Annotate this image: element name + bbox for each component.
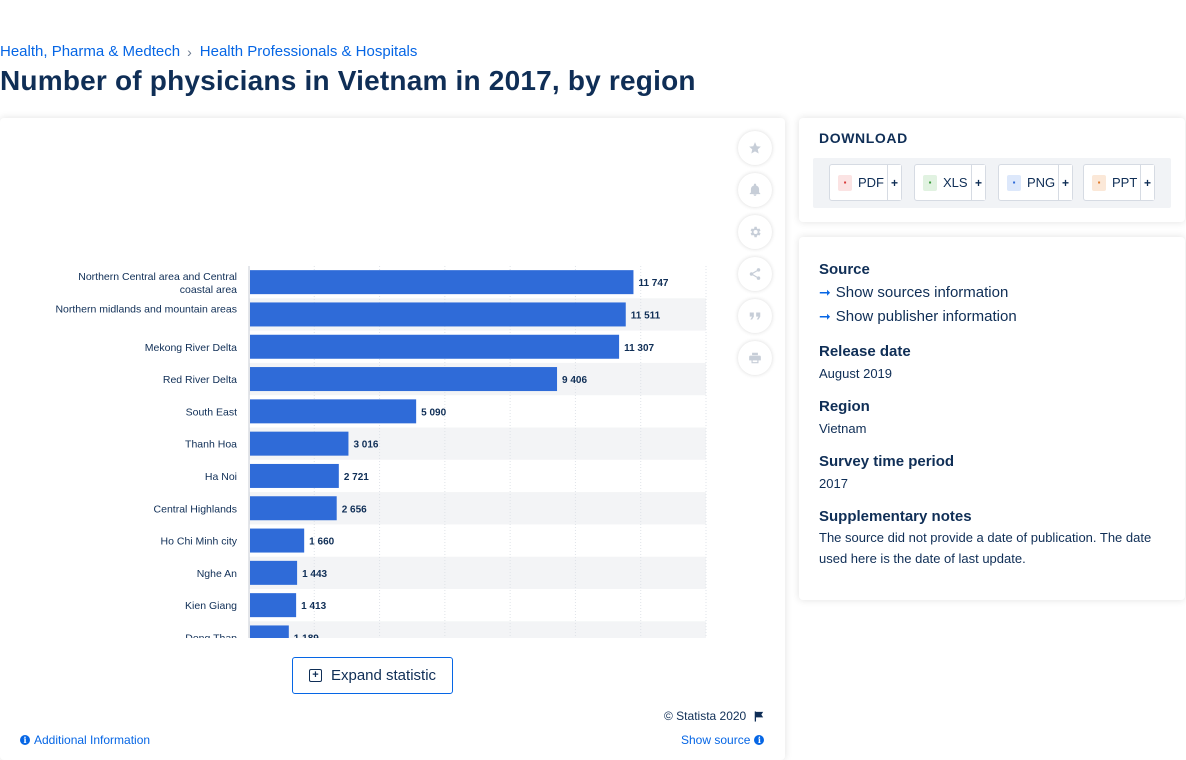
- flag-icon[interactable]: [754, 710, 765, 722]
- category-label: Ho Chi Minh city: [161, 536, 238, 548]
- release-date-heading: Release date: [819, 343, 911, 360]
- survey-period-heading: Survey time period: [819, 453, 955, 470]
- additional-information-link[interactable]: i Additional Information: [20, 733, 150, 747]
- plus-square-icon: +: [308, 669, 322, 682]
- download-xls-label: XLS: [943, 175, 968, 190]
- copyright-text: © Statista 2020: [664, 709, 747, 723]
- supplementary-notes-text: The source did not provide a date of pub…: [819, 530, 1152, 566]
- download-png-label: PNG: [1027, 175, 1056, 190]
- category-label: Red River Delta: [163, 374, 237, 386]
- bar: [250, 334, 620, 359]
- bar-chart: Northern Central area and Central coastal…: [55, 266, 707, 638]
- bar: [250, 496, 337, 521]
- quote-icon[interactable]: [738, 299, 772, 333]
- show-source-link[interactable]: Show source i: [681, 733, 765, 747]
- category-label: Thanh Hoa: [185, 439, 237, 451]
- row-stripe: [249, 556, 706, 589]
- download-png-button[interactable]: ▪ PNG +: [998, 164, 1073, 201]
- chart-tools: [738, 131, 772, 383]
- bell-icon[interactable]: [738, 173, 772, 207]
- data-label: 11 747: [638, 278, 668, 289]
- bar: [250, 560, 298, 585]
- show-publisher-label: Show publisher information: [835, 308, 1017, 325]
- download-title: DOWNLOAD: [819, 130, 908, 146]
- download-ppt-label: PPT: [1112, 175, 1138, 190]
- arrow-right-icon: ➞: [819, 284, 831, 300]
- copyright: © Statista 2020: [664, 709, 765, 723]
- row-stripe: [249, 621, 706, 638]
- info-icon: i: [754, 735, 765, 745]
- download-pdf-button[interactable]: ▪ PDF +: [829, 164, 902, 201]
- download-buttons: ▪ PDF + ▪ XLS + ▪ PNG + ▪ PPT +: [813, 158, 1171, 208]
- arrow-right-icon: ➞: [819, 308, 831, 324]
- bar: [250, 463, 339, 488]
- data-label: 5 090: [421, 407, 446, 418]
- breadcrumb-separator: ›: [187, 43, 192, 60]
- bar: [250, 399, 417, 424]
- region-heading: Region: [819, 398, 870, 415]
- show-sources-label: Show sources information: [835, 284, 1009, 301]
- breadcrumb-item-health-pharma[interactable]: Health, Pharma & Medtech: [0, 43, 181, 60]
- bar: [250, 431, 349, 456]
- bar: [250, 593, 297, 618]
- survey-period-value: 2017: [819, 476, 848, 491]
- download-ppt-button[interactable]: ▪ PPT +: [1083, 164, 1155, 201]
- bar: [250, 270, 634, 295]
- download-pdf-label: PDF: [858, 175, 884, 190]
- supplementary-notes-heading: Supplementary notes: [819, 508, 972, 525]
- data-label: 2 656: [342, 504, 367, 515]
- bar: [250, 625, 289, 638]
- download-xls-plus[interactable]: +: [971, 165, 985, 200]
- bar: [250, 302, 626, 327]
- source-panel: Source ➞ Show sources information ➞ Show…: [799, 237, 1185, 600]
- download-ppt-plus[interactable]: +: [1140, 165, 1154, 200]
- data-label: 1 189: [294, 633, 319, 638]
- show-sources-link[interactable]: ➞ Show sources information: [819, 284, 1008, 301]
- additional-information-label: Additional Information: [34, 733, 151, 747]
- show-source-label: Show source: [681, 733, 751, 747]
- category-label: Ha Noi: [205, 471, 237, 483]
- ppt-file-icon: ▪: [1092, 174, 1106, 191]
- png-file-icon: ▪: [1007, 174, 1021, 191]
- source-heading: Source: [819, 261, 870, 278]
- category-label: Kien Giang: [185, 600, 237, 612]
- info-icon: i: [20, 735, 30, 745]
- data-label: 9 406: [562, 375, 587, 386]
- category-label: Northern Central area and Central coastal…: [78, 271, 237, 296]
- data-label: 1 660: [309, 537, 334, 548]
- region-value: Vietnam: [819, 421, 867, 436]
- category-label: South East: [186, 406, 237, 418]
- share-icon[interactable]: [738, 257, 772, 291]
- expand-statistic-label: Expand statistic: [330, 667, 437, 684]
- data-label: 11 307: [624, 343, 654, 354]
- data-label: 3 016: [353, 440, 378, 451]
- bar: [250, 528, 305, 553]
- statistic-card: Northern Central area and Central coastal…: [0, 118, 785, 760]
- gear-icon[interactable]: [738, 215, 772, 249]
- category-label: Northern midlands and mountain areas: [55, 303, 237, 315]
- download-pdf-plus[interactable]: +: [887, 165, 901, 200]
- release-date-value: August 2019: [819, 366, 893, 381]
- download-panel: DOWNLOAD ▪ PDF + ▪ XLS + ▪ PNG + ▪ PPT +: [799, 118, 1185, 222]
- pdf-file-icon: ▪: [838, 174, 852, 191]
- category-label: Central Highlands: [154, 503, 237, 515]
- download-png-plus[interactable]: +: [1058, 165, 1072, 200]
- xls-file-icon: ▪: [923, 174, 937, 191]
- category-label: Dong Thap: [185, 632, 237, 638]
- show-publisher-link[interactable]: ➞ Show publisher information: [819, 308, 1017, 325]
- star-icon[interactable]: [738, 131, 772, 165]
- breadcrumb-item-health-professionals[interactable]: Health Professionals & Hospitals: [199, 43, 418, 60]
- data-label: 2 721: [344, 472, 369, 483]
- download-xls-button[interactable]: ▪ XLS +: [914, 164, 986, 201]
- expand-statistic-button[interactable]: + Expand statistic: [292, 657, 453, 694]
- data-label: 11 511: [631, 310, 661, 321]
- category-label: Mekong River Delta: [145, 342, 237, 354]
- bar: [250, 367, 558, 392]
- category-label: Nghe An: [197, 568, 237, 580]
- print-icon[interactable]: [738, 341, 772, 375]
- data-label: 1 443: [302, 569, 327, 580]
- data-label: 1 413: [301, 601, 326, 612]
- breadcrumb: Health, Pharma & Medtech › Health Profes…: [0, 43, 417, 60]
- page-title: Number of physicians in Vietnam in 2017,…: [0, 65, 696, 96]
